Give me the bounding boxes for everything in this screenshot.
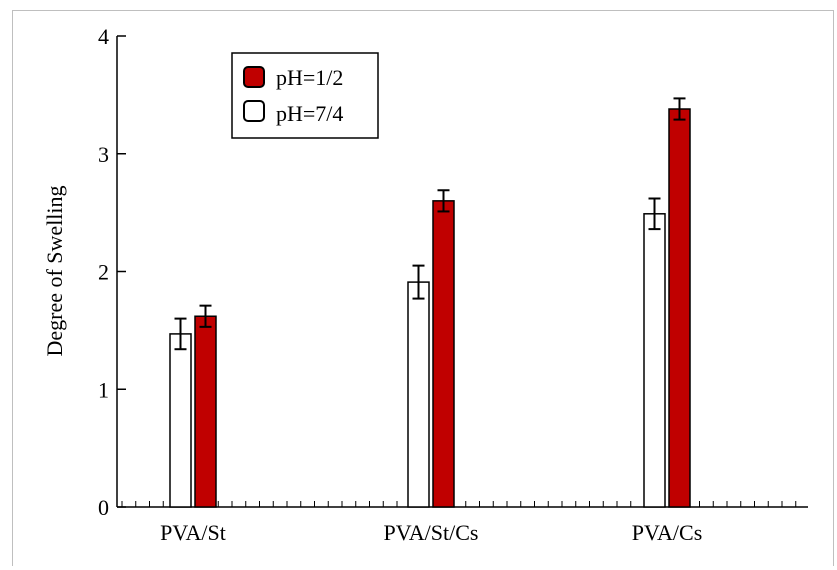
- y-ticks: 0 1 2 3 4: [98, 24, 126, 520]
- category-label-1: PVA/St/Cs: [384, 520, 479, 545]
- y-tick-label-0: 0: [98, 495, 109, 520]
- legend: pH=1/2 pH=7/4: [231, 52, 379, 139]
- x-minor-ticks: [121, 501, 797, 507]
- y-tick-label-2: 2: [98, 260, 109, 285]
- bar-ph-1-2-2: [668, 108, 691, 508]
- y-tick-label-1: 1: [98, 377, 109, 402]
- bars: [169, 97, 691, 508]
- category-labels: PVA/St PVA/St/Cs PVA/Cs: [160, 520, 702, 545]
- y-tick-label-3: 3: [98, 142, 109, 167]
- bar-ph-7-4-0: [169, 333, 192, 508]
- axes: [116, 36, 808, 508]
- bar-ph-7-4-1: [407, 281, 430, 508]
- category-label-2: PVA/Cs: [632, 520, 703, 545]
- legend-label-ph-7-4: pH=7/4: [276, 101, 343, 126]
- legend-swatch-ph-7-4: [243, 100, 265, 122]
- y-tick-label-4: 4: [98, 24, 109, 49]
- legend-swatch-ph-1-2: [243, 66, 265, 88]
- bar-ph-1-2-1: [432, 200, 455, 508]
- category-label-0: PVA/St: [160, 520, 226, 545]
- y-axis-label: Degree of Swelling: [42, 185, 67, 356]
- legend-label-ph-1-2: pH=1/2: [276, 65, 343, 90]
- bar-ph-7-4-2: [643, 213, 666, 508]
- figure-frame: [12, 10, 834, 566]
- bar-ph-1-2-0: [194, 315, 217, 508]
